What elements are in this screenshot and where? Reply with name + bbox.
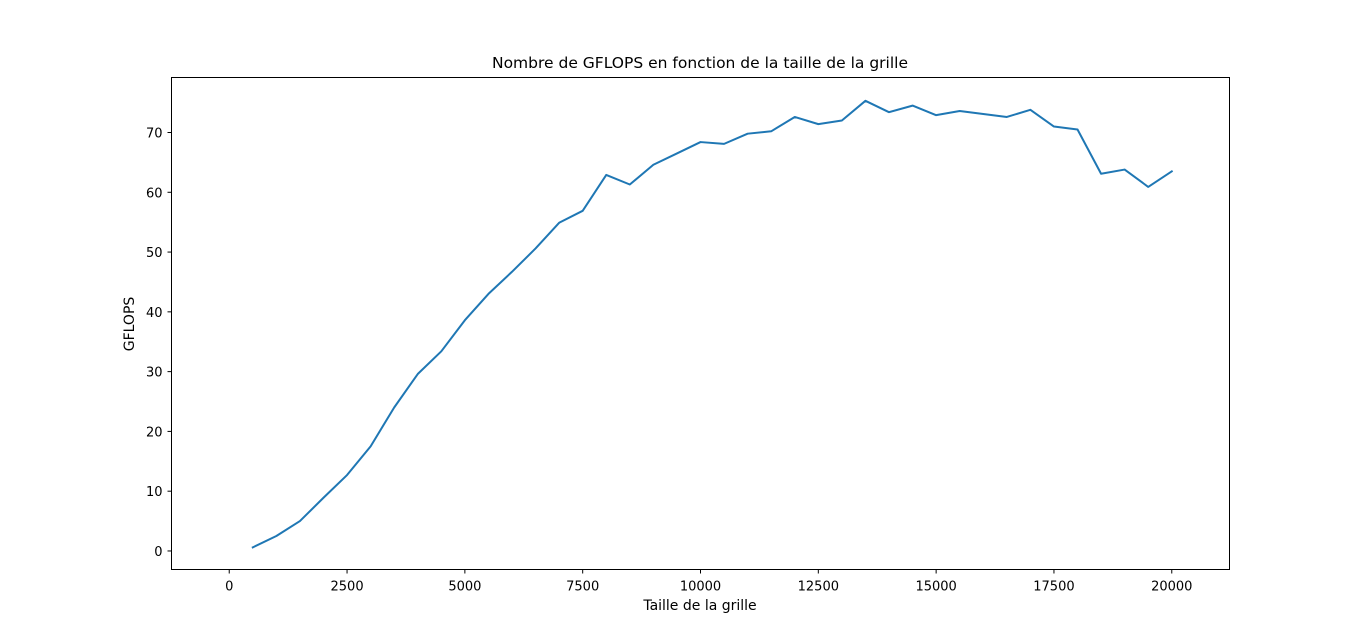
x-tick-label: 17500 [1033, 580, 1074, 595]
y-tick-label: 50 [146, 246, 163, 261]
plot-area-frame [171, 77, 1230, 570]
y-tick-label: 30 [146, 366, 163, 381]
y-tick-label: 70 [146, 126, 163, 141]
x-tick-label: 0 [225, 580, 233, 595]
series-layer [251, 99, 1174, 549]
x-axis-label: Taille de la grille [642, 598, 756, 614]
y-tick-label: 0 [154, 545, 162, 560]
series-line [251, 99, 1174, 549]
y-tick-label: 40 [146, 306, 163, 321]
y-axis-ticks: 0 10 20 30 40 50 60 70 [146, 126, 172, 560]
x-tick-label: 20000 [1151, 580, 1192, 595]
x-tick-label: 7500 [566, 580, 599, 595]
x-tick-label: 10000 [680, 580, 721, 595]
x-tick-label: 5000 [448, 580, 481, 595]
x-tick-label: 12500 [798, 580, 839, 595]
x-tick-label: 2500 [331, 580, 364, 595]
y-tick-label: 60 [146, 186, 163, 201]
y-tick-label: 10 [146, 485, 163, 500]
x-axis-ticks: 0 2500 5000 7500 10000 12500 15000 17500 20000 [225, 569, 1192, 595]
chart-title: Nombre de GFLOPS en fonction de la taill… [492, 54, 908, 72]
y-axis-label: GFLOPS [122, 297, 138, 352]
y-tick-label: 20 [146, 425, 163, 440]
x-tick-label: 15000 [915, 580, 956, 595]
